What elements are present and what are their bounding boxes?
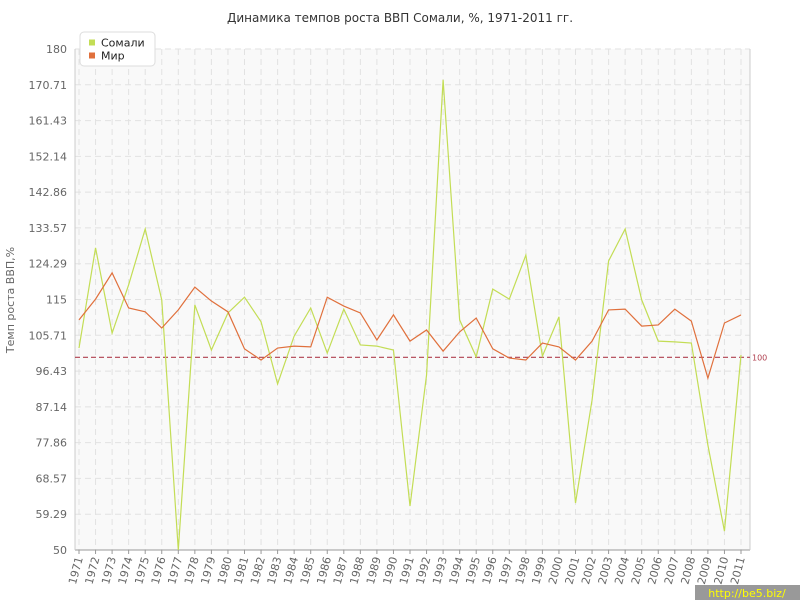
y-tick-label: 77.86: [36, 437, 68, 450]
y-tick-label: 152.14: [29, 150, 68, 163]
watermark: http://be5.biz/: [708, 587, 786, 600]
x-tick-label: 2011: [728, 555, 748, 585]
watermark-bg: [695, 585, 800, 600]
legend-box: [79, 31, 156, 67]
y-tick-label: 115: [46, 294, 67, 307]
y-tick-label: 142.86: [29, 186, 68, 199]
legend-swatch: [89, 39, 95, 46]
y-tick-label: 105.71: [29, 329, 68, 342]
y-tick-label: 170.71: [29, 79, 68, 92]
y-axis-label: Темп роста ВВП,%: [4, 247, 17, 354]
y-tick-label: 50: [53, 544, 67, 557]
legend-label: Мир: [101, 50, 125, 63]
series-line: [78, 271, 742, 381]
y-tick-label: 180: [46, 43, 67, 56]
legend-label: Сомали: [101, 37, 145, 50]
legend-swatch: [89, 52, 95, 59]
chart-title: Динамика темпов роста ВВП Сомали, %, 197…: [227, 11, 573, 25]
y-tick-label: 161.43: [29, 115, 68, 128]
y-tick-label: 59.29: [36, 508, 68, 521]
y-tick-label: 87.14: [36, 401, 68, 414]
y-tick-label: 96.43: [36, 365, 68, 378]
y-tick-label: 68.57: [36, 472, 68, 485]
y-tick-label: 124.29: [29, 258, 68, 271]
reference-label: 100: [752, 353, 767, 362]
series-line: [78, 79, 742, 551]
y-tick-label: 133.57: [29, 222, 68, 235]
